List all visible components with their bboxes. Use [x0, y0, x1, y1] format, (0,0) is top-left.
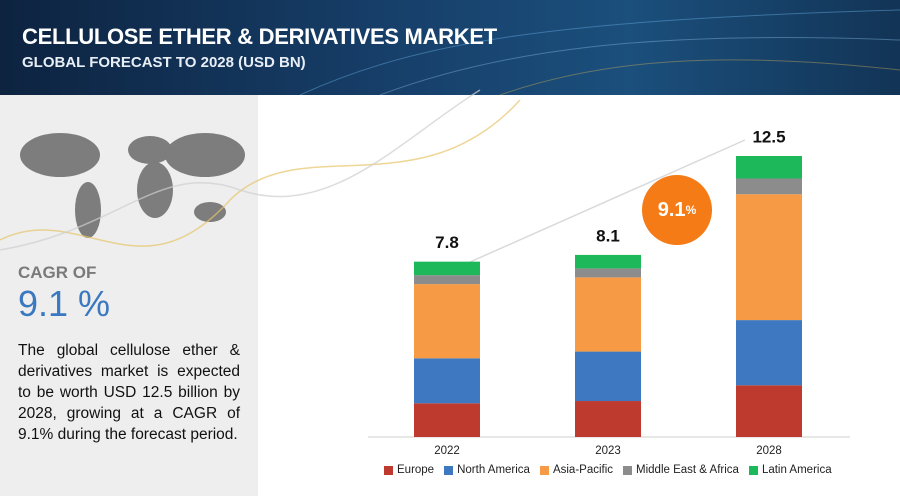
- bar-segment: [575, 268, 641, 278]
- title: CELLULOSE ETHER & DERIVATIVES MARKET: [22, 24, 497, 49]
- legend-item: Europe: [384, 464, 434, 476]
- subtitle: GLOBAL FORECAST TO 2028 (USD BN): [22, 54, 306, 71]
- legend-item: Asia-Pacific: [539, 464, 614, 476]
- legend-label: North America: [457, 464, 530, 476]
- cagr-badge-value: 9.1: [658, 199, 686, 221]
- world-map: [20, 133, 245, 238]
- bar-segment: [575, 277, 641, 352]
- cagr-badge-text: 9.1%: [658, 199, 697, 221]
- header-decoration: [299, 9, 900, 95]
- bar-segment: [736, 156, 802, 179]
- legend-swatch: [539, 465, 549, 475]
- x-tick-label: 2028: [756, 445, 782, 457]
- cagr-label: CAGR OF: [18, 263, 97, 282]
- cagr-badge-unit: %: [686, 203, 697, 217]
- decoration-curve: [0, 89, 481, 251]
- bar-segment: [414, 403, 480, 437]
- bar-segment: [414, 358, 480, 404]
- legend-label: Middle East & Africa: [636, 464, 739, 476]
- bar-segment: [414, 261, 480, 276]
- bar-segment: [414, 275, 480, 285]
- legend-swatch: [444, 465, 454, 475]
- legend-swatch: [384, 465, 393, 475]
- legend-label: Asia-Pacific: [552, 464, 614, 476]
- legend-swatch: [623, 465, 633, 475]
- x-tick-label: 2022: [434, 445, 460, 457]
- bar-segment: [736, 320, 802, 386]
- bar-segment: [736, 385, 802, 437]
- legend-swatch: [748, 465, 758, 475]
- x-tick-label: 2023: [595, 445, 621, 457]
- legend-item: North America: [444, 464, 530, 476]
- header: CELLULOSE ETHER & DERIVATIVES MARKET GLO…: [0, 0, 900, 95]
- cagr-badge: [642, 175, 712, 245]
- cagr-value: 9.1 %: [18, 283, 111, 324]
- decoration-curve: [0, 99, 521, 247]
- total-label: 7.8: [435, 233, 459, 252]
- bar-segment: [575, 351, 641, 402]
- legend-label: Latin America: [761, 464, 832, 476]
- bar-segment: [575, 401, 641, 437]
- bar-segment: [414, 284, 480, 359]
- bar-segment: [736, 194, 802, 321]
- total-label: 12.5: [752, 127, 785, 146]
- legend-label: Europe: [397, 464, 435, 476]
- legend-item: Latin America: [748, 464, 832, 476]
- bar-segment: [736, 178, 802, 195]
- description: The global cellulose ether & derivatives…: [18, 342, 240, 443]
- legend: Europe North America Asia-Pacific Middle Ea…: [384, 464, 832, 476]
- trend-arrow: [469, 139, 746, 263]
- legend-item: Middle East & Africa: [623, 464, 739, 476]
- bar-segment: [575, 254, 641, 269]
- total-label: 8.1: [596, 226, 620, 245]
